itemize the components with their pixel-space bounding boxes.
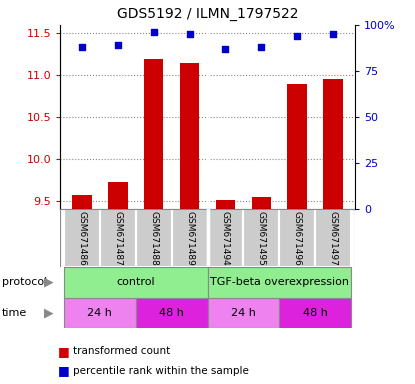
Bar xyxy=(64,267,208,298)
Text: GSM671486: GSM671486 xyxy=(77,211,86,265)
Bar xyxy=(108,182,127,209)
Text: GSM671497: GSM671497 xyxy=(329,211,338,265)
Text: GSM671495: GSM671495 xyxy=(257,211,266,265)
Text: 24 h: 24 h xyxy=(231,308,256,318)
Bar xyxy=(208,209,244,267)
Text: 48 h: 48 h xyxy=(303,308,328,318)
Text: transformed count: transformed count xyxy=(73,346,170,356)
Bar xyxy=(180,63,200,209)
Text: ■: ■ xyxy=(58,364,70,377)
Text: protocol: protocol xyxy=(2,277,47,287)
Bar xyxy=(136,209,171,267)
Bar xyxy=(144,59,164,209)
Text: ▶: ▶ xyxy=(44,306,54,319)
Point xyxy=(222,46,229,52)
Text: GSM671494: GSM671494 xyxy=(221,211,230,265)
Bar xyxy=(208,298,279,328)
Text: TGF-beta overexpression: TGF-beta overexpression xyxy=(210,277,349,287)
Bar xyxy=(64,298,136,328)
Bar xyxy=(323,79,343,209)
Bar xyxy=(244,209,279,267)
Bar xyxy=(315,209,351,267)
Bar xyxy=(136,298,208,328)
Text: GSM671487: GSM671487 xyxy=(113,211,122,265)
Text: percentile rank within the sample: percentile rank within the sample xyxy=(73,366,249,376)
Bar xyxy=(208,267,351,298)
Text: time: time xyxy=(2,308,27,318)
Bar xyxy=(171,209,208,267)
Bar xyxy=(100,209,136,267)
Bar xyxy=(279,298,351,328)
Point xyxy=(115,42,121,48)
Title: GDS5192 / ILMN_1797522: GDS5192 / ILMN_1797522 xyxy=(117,7,298,21)
Point xyxy=(330,31,337,37)
Point xyxy=(294,33,300,39)
Bar xyxy=(251,197,271,209)
Bar xyxy=(215,200,235,209)
Point xyxy=(78,44,85,50)
Text: 48 h: 48 h xyxy=(159,308,184,318)
Bar xyxy=(288,84,307,209)
Bar xyxy=(64,209,100,267)
Text: GSM671489: GSM671489 xyxy=(185,211,194,265)
Text: control: control xyxy=(116,277,155,287)
Bar xyxy=(72,195,92,209)
Point xyxy=(150,29,157,35)
Text: GSM671496: GSM671496 xyxy=(293,211,302,265)
Point xyxy=(258,44,265,50)
Text: 24 h: 24 h xyxy=(87,308,112,318)
Text: ■: ■ xyxy=(58,345,70,358)
Point xyxy=(186,31,193,37)
Text: ▶: ▶ xyxy=(44,276,54,289)
Bar xyxy=(279,209,315,267)
Text: GSM671488: GSM671488 xyxy=(149,211,158,265)
